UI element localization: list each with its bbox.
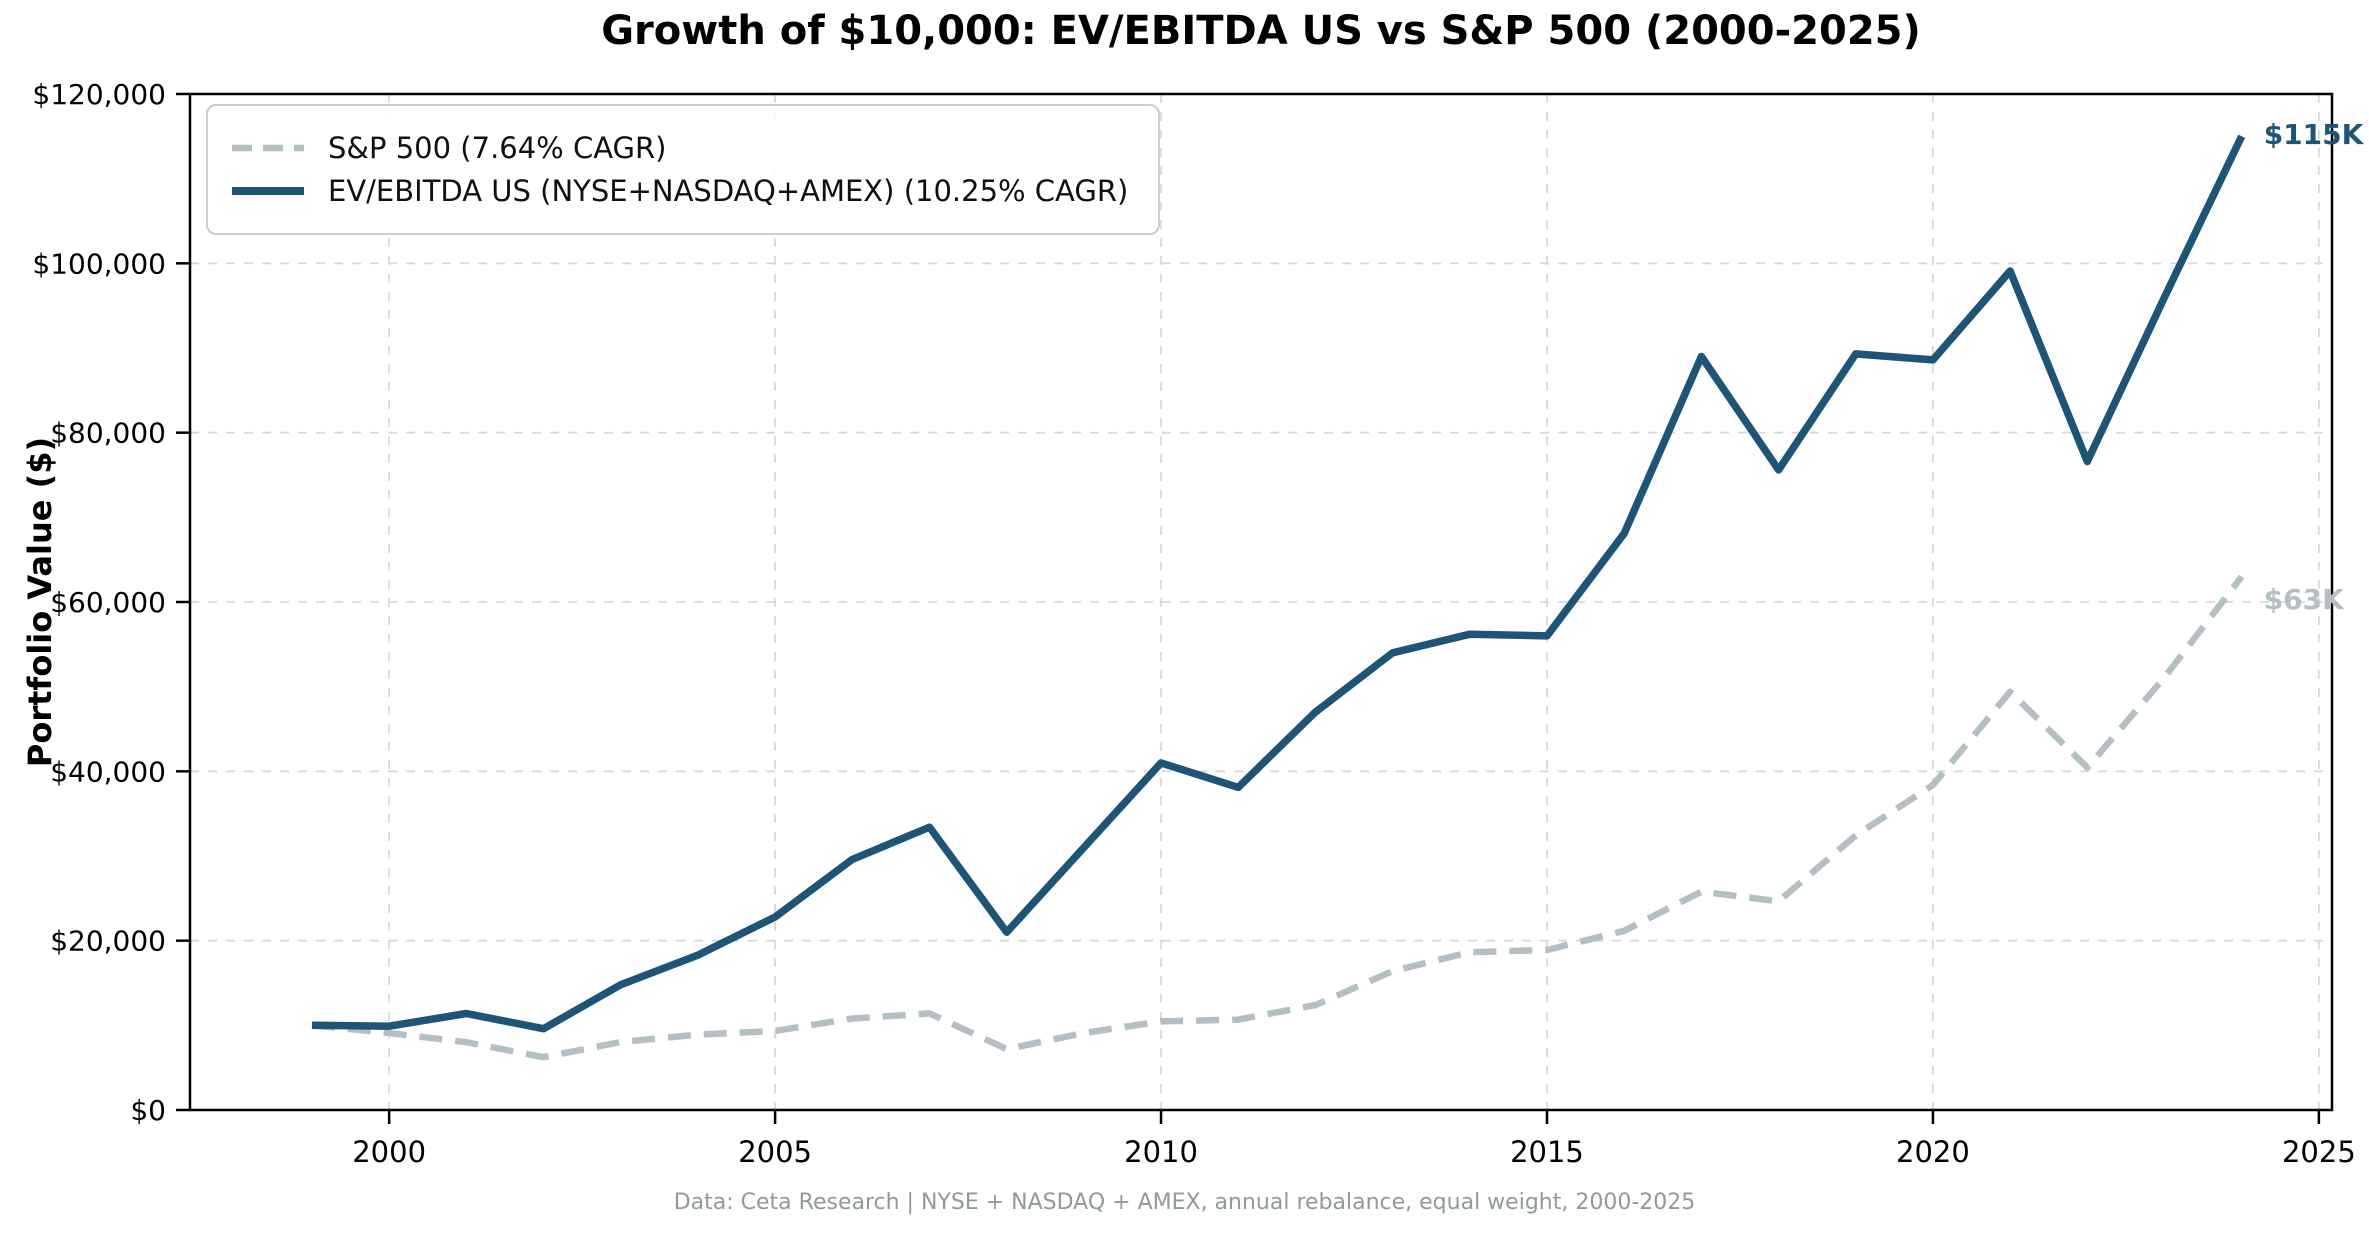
legend-item-sp500: S&P 500 (7.64% CAGR) (230, 131, 1128, 165)
svg-text:2005: 2005 (738, 1135, 812, 1169)
svg-text:$100,000: $100,000 (32, 247, 166, 280)
sp500-dashed-line-swatch (232, 144, 304, 152)
chart-title: Growth of $10,000: EV/EBITDA US vs S&P 5… (601, 8, 1921, 54)
svg-text:2010: 2010 (1124, 1135, 1198, 1169)
axis-ticks (176, 92, 2321, 1124)
svg-text:2025: 2025 (2282, 1135, 2356, 1169)
data-source-caption: Data: Ceta Research | NYSE + NASDAQ + AM… (673, 1190, 1696, 1215)
legend: S&P 500 (7.64% CAGR) EV/EBITDA US (NYSE+… (206, 104, 1161, 235)
svg-text:$80,000: $80,000 (50, 417, 166, 450)
legend-item-ev-ebitda: EV/EBITDA US (NYSE+NASDAQ+AMEX) (10.25% … (230, 174, 1128, 208)
svg-text:2015: 2015 (1510, 1135, 1584, 1169)
svg-text:$0: $0 (130, 1094, 166, 1127)
axis-tick-labels: 2000 2005 2010 2015 2020 2025 $0 $20,000 $40,000… (32, 78, 2355, 1169)
svg-text:$120,000: $120,000 (32, 78, 166, 111)
gridlines (190, 94, 2332, 1110)
legend-label-sp500: S&P 500 (7.64% CAGR) (328, 131, 667, 165)
end-label-sp500: $63K (2263, 582, 2344, 616)
svg-text:2020: 2020 (1896, 1135, 1970, 1169)
svg-text:$40,000: $40,000 (50, 755, 166, 788)
svg-text:$60,000: $60,000 (50, 586, 166, 619)
legend-label-ev-ebitda: EV/EBITDA US (NYSE+NASDAQ+AMEX) (10.25% … (328, 174, 1129, 208)
end-label-ev-ebitda: $115K (2263, 118, 2364, 152)
ev-ebitda-solid-line-swatch (232, 187, 304, 195)
data-series (311, 134, 2246, 1061)
svg-text:$20,000: $20,000 (50, 925, 166, 958)
svg-text:2000: 2000 (352, 1135, 426, 1169)
